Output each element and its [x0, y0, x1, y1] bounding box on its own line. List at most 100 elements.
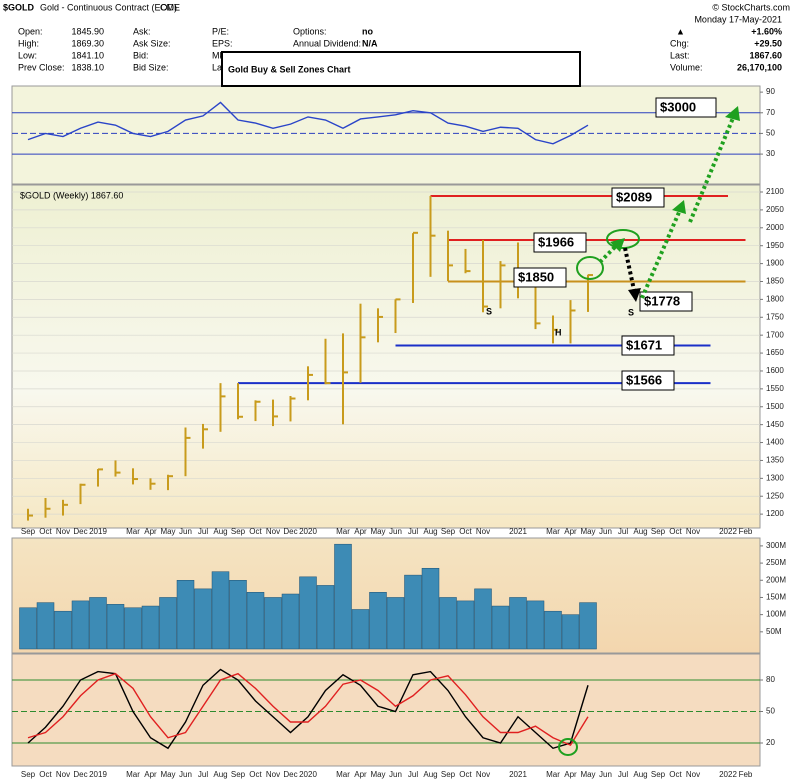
x-tick-label: Oct: [39, 527, 52, 536]
y-tick-label: 1300: [766, 473, 784, 482]
y-tick-label: 250M: [766, 558, 786, 567]
volume-bar: [141, 605, 160, 650]
field-value: 1869.30: [71, 38, 104, 48]
y-tick-label: 1250: [766, 491, 784, 500]
x-tick-label: Jun: [389, 527, 402, 536]
field-label: Last:: [670, 50, 690, 60]
x-tick-label: 2021: [509, 527, 527, 536]
title: Gold Buy & Sell Zones Chart: [228, 64, 351, 74]
x-tick-label: Apr: [144, 527, 157, 536]
volume-bar: [299, 576, 317, 650]
x-tick-label: Aug: [213, 770, 227, 779]
y-tick-label: 200M: [766, 575, 786, 584]
volume-bar: [526, 600, 545, 650]
y-tick-label: 1800: [766, 294, 784, 303]
x-tick-label: Dec: [283, 770, 297, 779]
level-label: $1566: [626, 372, 662, 387]
x-tick-label: Apr: [354, 527, 367, 536]
x-tick-label: Oct: [459, 527, 472, 536]
x-tick-label: Jun: [599, 527, 612, 536]
y-tick-label: 150M: [766, 593, 786, 602]
symbol: $GOLD: [3, 2, 35, 12]
x-tick-label: Sep: [231, 770, 246, 779]
x-tick-label: Oct: [39, 770, 52, 779]
x-tick-label: Sep: [651, 770, 666, 779]
field-value: +29.50: [754, 38, 782, 48]
level-box: [513, 267, 567, 288]
x-tick-label: 2022: [719, 770, 737, 779]
volume-bar: [159, 597, 177, 650]
x-tick-label: Nov: [686, 770, 700, 779]
x-tick-label: Sep: [21, 527, 36, 536]
price-panel: [11, 184, 761, 529]
description: Gold - Continuous Contract (EOD): [40, 2, 177, 12]
y-tick-label: 300M: [766, 541, 786, 550]
x-tick-label: 2022: [719, 527, 737, 536]
plot: 30 50 70 90 1200 1250 1300 1350 1400 1450 1500 1550…: [12, 87, 786, 779]
field-label: EPS:: [212, 38, 233, 48]
y-tick-label: 1850: [766, 277, 784, 286]
volume-bar: [544, 610, 562, 650]
x-tick-label: Mar: [126, 770, 140, 779]
volume-bar: [491, 605, 510, 650]
arrow: [688, 117, 735, 223]
x-tick-label: Mar: [546, 770, 560, 779]
field-label: Las: [212, 62, 227, 72]
field-value: 1841.10: [71, 50, 104, 60]
x-tick-label: Mar: [126, 527, 140, 536]
x-tick-label: Mar: [336, 770, 350, 779]
field-value: 1867.60: [749, 50, 782, 60]
x-tick-label: Aug: [633, 527, 647, 536]
x-tick-label: Jun: [179, 527, 192, 536]
volume-bar: [229, 580, 247, 650]
volume-bar: [334, 543, 352, 650]
x-tick-label: Nov: [266, 527, 280, 536]
y-tick-label: 1550: [766, 384, 784, 393]
x-tick-label: Apr: [354, 770, 367, 779]
level-label: $2089: [616, 189, 652, 204]
arrowhead: [672, 200, 686, 214]
stoch-panel: [11, 653, 761, 767]
volume-bar: [456, 600, 475, 650]
x-tick-label: Dec: [73, 527, 87, 536]
arrow: [623, 247, 636, 291]
y-tick-label: 1400: [766, 438, 784, 447]
y-tick-label: 2050: [766, 205, 784, 214]
x-tick-label: Sep: [441, 527, 456, 536]
highlight-circle: [576, 256, 604, 280]
level-box: [533, 232, 587, 253]
y-tick-label: 1950: [766, 241, 784, 250]
x-tick-label: Jun: [179, 770, 192, 779]
x-tick-label: Jul: [618, 770, 628, 779]
y-tick-label: 1500: [766, 402, 784, 411]
x-tick-label: Mar: [336, 527, 350, 536]
field-label: Options:: [293, 26, 327, 36]
x-tick-label: Oct: [669, 770, 682, 779]
level-label: $1850: [518, 269, 554, 284]
x-tick-label: May: [580, 770, 595, 779]
x-tick-label: Sep: [651, 527, 666, 536]
field-label: Ask:: [133, 26, 151, 36]
pattern-label: S: [486, 306, 492, 316]
y-tick-label: 50: [766, 129, 775, 138]
y-tick-label: 1700: [766, 330, 784, 339]
field-label: Annual Dividend:: [293, 38, 361, 48]
y-tick-label: 1750: [766, 312, 784, 321]
date: Monday 17-May-2021: [694, 14, 782, 24]
x-tick-label: Aug: [213, 527, 227, 536]
field-label: Open:: [18, 26, 43, 36]
annotation: $1778: [644, 293, 680, 308]
x-tick-label: 2019: [89, 527, 107, 536]
y-tick-label: 30: [766, 149, 775, 158]
x-tick-label: Jul: [198, 527, 208, 536]
change-percent: +1.60%: [751, 26, 782, 36]
y-tick-label: 90: [766, 87, 775, 96]
volume-bar: [509, 597, 527, 650]
highlight-circle: [606, 229, 640, 249]
x-tick-label: May: [160, 527, 175, 536]
y-tick-label: 1450: [766, 420, 784, 429]
volume-bar: [579, 602, 597, 650]
x-tick-label: Apr: [144, 770, 157, 779]
annotation-box: [655, 97, 717, 118]
y-tick-label: 100M: [766, 610, 786, 619]
